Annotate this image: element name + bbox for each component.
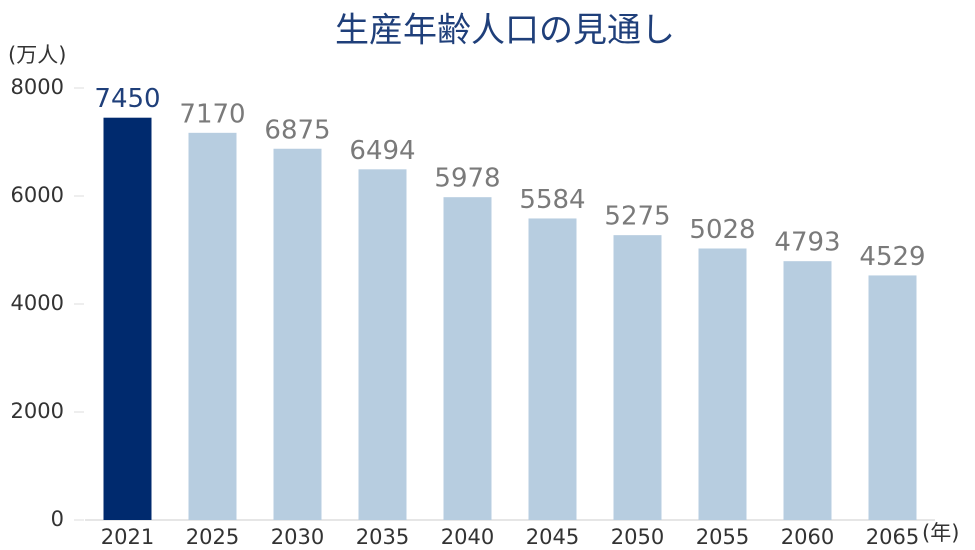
- bar: [698, 248, 747, 520]
- x-tick-label: 2050: [611, 525, 664, 549]
- data-label: 4793: [774, 228, 840, 258]
- data-label: 6875: [264, 115, 330, 145]
- x-tick-label: 2060: [781, 525, 834, 549]
- x-tick-label: 2045: [526, 525, 579, 549]
- bar: [613, 235, 662, 520]
- x-tick-label: 2021: [101, 525, 154, 549]
- data-label: 4529: [859, 242, 925, 272]
- data-label: 6494: [349, 136, 415, 166]
- data-label: 5584: [519, 185, 585, 215]
- bar: [103, 117, 152, 520]
- bar: [868, 275, 917, 520]
- x-tick-label: 2065: [866, 525, 919, 549]
- bar: [358, 169, 407, 520]
- y-axis-label: (万人): [8, 43, 66, 67]
- x-tick-label: 2025: [186, 525, 239, 549]
- bar: [443, 197, 492, 521]
- x-axis-label: (年): [922, 521, 959, 545]
- bar: [273, 148, 322, 520]
- y-tick-label: 8000: [11, 75, 64, 99]
- bar: [188, 132, 237, 520]
- chart-title: 生産年齢人口の見通し: [335, 11, 675, 51]
- x-tick-label: 2040: [441, 525, 494, 549]
- data-label: 7450: [94, 84, 160, 114]
- data-label: 5978: [434, 164, 500, 194]
- data-label: 5275: [604, 202, 670, 232]
- y-tick-label: 4000: [11, 291, 64, 315]
- x-tick-label: 2030: [271, 525, 324, 549]
- bar: [528, 218, 577, 521]
- y-tick-label: 0: [51, 507, 64, 531]
- bar: [783, 261, 832, 520]
- x-tick-label: 2055: [696, 525, 749, 549]
- y-tick-label: 6000: [11, 183, 64, 207]
- y-tick-label: 2000: [11, 399, 64, 423]
- data-label: 7170: [179, 99, 245, 129]
- data-label: 5028: [689, 215, 755, 245]
- x-tick-label: 2035: [356, 525, 409, 549]
